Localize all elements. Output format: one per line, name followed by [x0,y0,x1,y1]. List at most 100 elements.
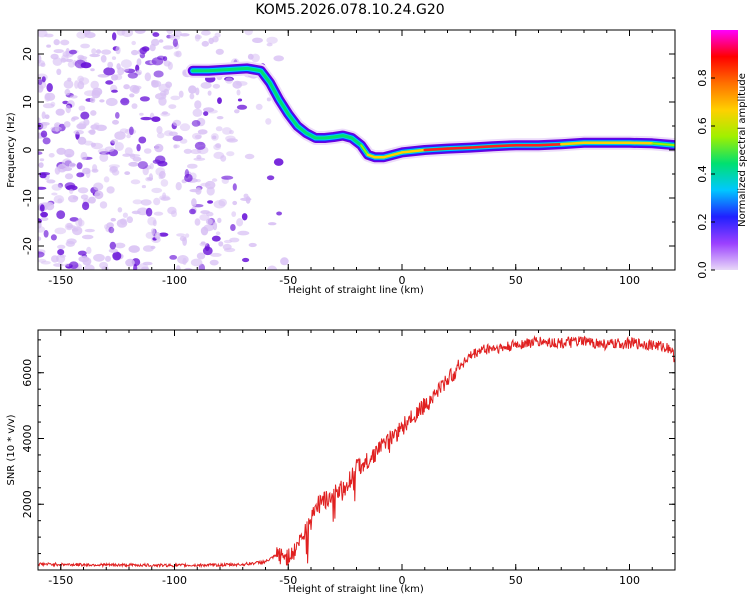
noise-blob [80,62,92,69]
noise-blob [205,180,216,190]
noise-blob [121,30,134,38]
noise-blob [66,153,72,158]
ridge-core-segment [537,142,563,147]
ridge-core-segment [305,132,317,139]
noise-blob [236,104,248,110]
noise-blob [179,33,190,37]
noise-blob [112,32,117,41]
noise-blob [203,107,215,113]
colorbar-tick-label: 0.8 [696,69,709,87]
noise-blob [83,140,94,146]
noise-blob [111,89,118,93]
noise-blob [129,126,134,136]
spectrogram-y-label: Frequency (Hz) [6,112,17,188]
noise-blob [196,252,206,260]
noise-blob [184,267,193,270]
noise-blob [280,257,289,266]
noise-blob [145,207,153,217]
noise-blob [188,85,197,94]
noise-blob [51,192,58,196]
noise-blob [173,144,178,149]
noise-blob [56,68,62,76]
noise-blob [126,216,133,224]
y-tick-label: 2000 [21,490,34,518]
noise-blob [89,53,101,58]
noise-blob [241,213,248,221]
noise-blob [60,39,70,46]
noise-blob [159,195,170,201]
noise-blob [211,178,218,182]
noise-blob [51,255,59,263]
noise-blob [139,96,150,102]
noise-blob [111,74,119,81]
ridge-layer [185,61,675,165]
colorbar: 0.0 0.2 0.4 0.6 0.8 Normalized spectral ampl… [696,30,748,279]
noise-blob [273,158,284,166]
colorbar-ticks: 0.0 0.2 0.4 0.6 0.8 [696,69,715,279]
noise-blob [83,118,90,126]
noise-blob [199,242,208,247]
noise-blob [153,197,161,206]
noise-blob [105,80,114,85]
ridge-core-segment [400,148,426,154]
x-tick-label: 50 [509,574,523,587]
noise-blob [99,201,108,209]
noise-blob [179,123,191,132]
colorbar-tick-label: 0.2 [696,213,709,231]
noise-blob [140,116,152,121]
noise-blob [50,234,57,241]
noise-blob [90,110,97,116]
noise-blob [276,211,282,216]
noise-blob [38,151,43,155]
noise-blob [148,173,153,182]
noise-blob [232,183,237,191]
snr-frame [37,329,676,571]
noise-blob [236,218,244,227]
noise-blob [221,175,234,180]
noise-blob [41,111,46,119]
noise-blob [189,208,196,215]
noise-blob [248,242,257,248]
noise-blob [69,188,74,195]
noise-blob [128,161,139,167]
noise-blob [97,148,108,154]
x-tick-label: -150 [48,274,73,287]
noise-blob [234,109,240,114]
noise-blob [123,84,130,90]
noise-blob [152,219,157,227]
noise-blob [90,142,96,147]
noise-blob [216,116,224,120]
noise-blob [61,158,72,168]
noise-blob [74,80,79,89]
noise-blob [158,232,169,237]
ridge-core-segment [332,134,344,138]
noise-blob [206,186,215,196]
noise-blob [131,210,141,215]
ridge-core-segment [269,81,281,101]
noise-blob [156,132,165,139]
noise-blob [105,97,118,107]
noise-blob [266,36,278,44]
noise-blob [64,173,74,180]
ridge-core-segment [323,136,335,139]
ridge-core-segment [491,143,518,148]
noise-blob [266,175,275,181]
noise-blob [114,131,126,140]
noise-blob [117,67,125,76]
snr-axes: -150 -100 -50 0 50 100 2000 4000 6000 [21,330,676,587]
noise-blob [149,43,156,52]
noise-blob [90,124,100,130]
noise-blob [273,55,285,62]
noise-blob [122,212,128,218]
noise-blob [267,265,278,270]
noise-blob [81,234,94,240]
noise-blob [39,158,45,162]
noise-blob [206,211,214,217]
noise-blob [168,131,178,137]
noise-blob [192,108,203,117]
noise-blob [230,224,236,231]
ridge-core-segment [560,141,586,146]
noise-blob [53,263,64,267]
ridge-core-segment [278,98,290,115]
noise-blob [151,116,161,122]
